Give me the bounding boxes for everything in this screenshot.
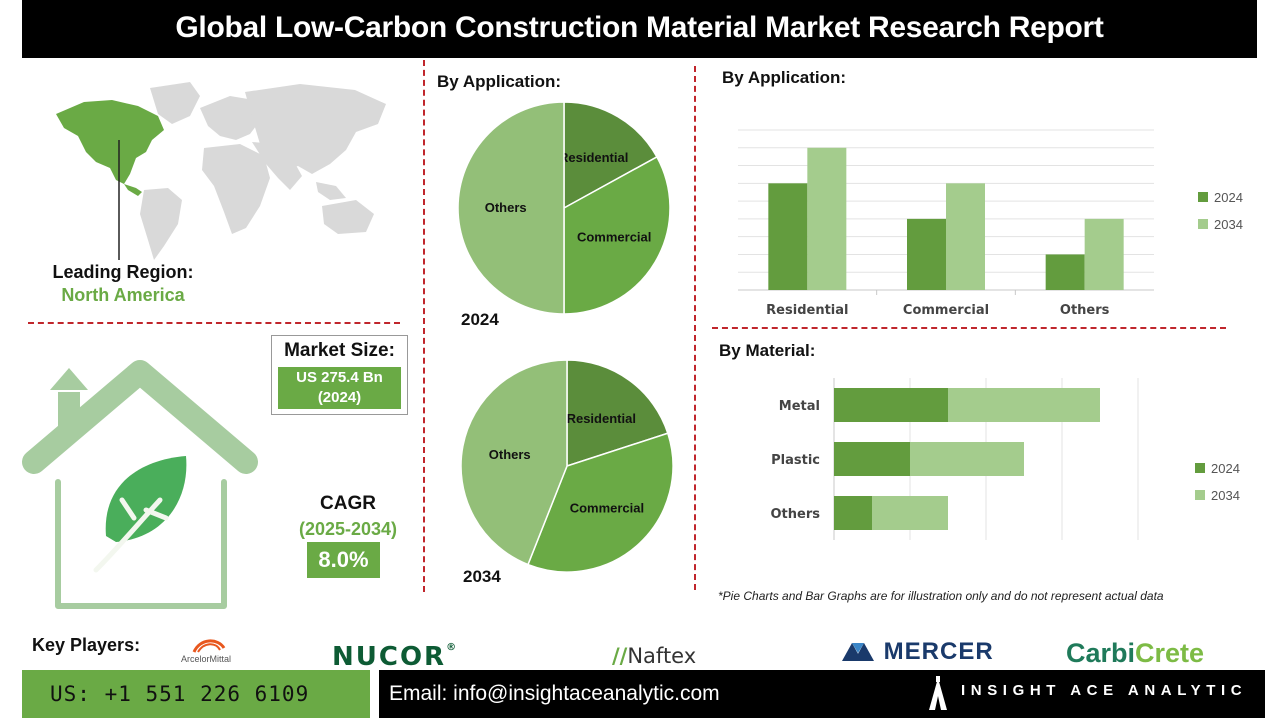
bar-chart-application: Residential Commercial Others 2024 2034	[738, 129, 1243, 318]
legend-label-2024: 2024	[1211, 461, 1240, 476]
bar-metal-2024	[834, 388, 948, 422]
arcelormittal-logo: ArcelorMittal	[170, 634, 242, 666]
pie-slice-others	[460, 359, 568, 566]
key-players-label: Key Players:	[32, 635, 141, 655]
bar-commercial-2024	[907, 218, 946, 290]
cagr-value: 8.0%	[307, 542, 380, 578]
bar-others-2034	[872, 496, 948, 530]
bar-residential-2034	[807, 147, 847, 290]
brand-name: INSIGHT ACE ANALYTIC	[961, 682, 1248, 699]
pie-slice-commercial	[527, 432, 674, 573]
legend-swatch-2024	[1195, 463, 1205, 473]
bar-others-2024	[834, 496, 872, 530]
bar-application-title: By Application:	[722, 68, 847, 87]
bar-residential-2024	[768, 183, 808, 290]
disclaimer-note: *Pie Charts and Bar Graphs are for illus…	[718, 589, 1164, 603]
y-tick-label: Metal	[779, 399, 820, 414]
pie-label-residential: Residential	[567, 411, 636, 426]
legend-label-2024: 2024	[1214, 190, 1243, 205]
nucor-text: NUCOR	[332, 642, 447, 672]
legend-swatch-2034	[1198, 219, 1208, 229]
bar-others-2034	[1084, 218, 1124, 290]
market-size-year: (2024)	[317, 389, 362, 406]
y-tick-label: Others	[771, 507, 821, 522]
pie-label-residential: Residential	[559, 150, 628, 165]
naftex-logo: //Naftex	[612, 644, 696, 668]
carbicrete-text-carbi: Carbi	[1066, 638, 1136, 668]
bar-material-title: By Material:	[719, 341, 816, 360]
leaf-icon	[105, 456, 187, 542]
carbicrete-logo: CarbiCrete	[1066, 638, 1204, 669]
naftex-slash-icon: //	[612, 644, 628, 668]
legend-swatch-2034	[1195, 490, 1205, 500]
carbicrete-text-crete: Crete	[1135, 638, 1205, 668]
market-size-value: US 275.4 Bn (2024)	[278, 367, 401, 409]
arcelormittal-mark-icon	[192, 639, 226, 653]
nucor-registered-mark: ®	[446, 642, 457, 653]
pie-section-title: By Application:	[437, 72, 562, 91]
pie-label-others: Others	[485, 200, 527, 215]
pie-label-commercial: Commercial	[570, 500, 644, 515]
mercer-mark-icon	[842, 643, 874, 661]
market-size-card: Market Size: US 275.4 Bn (2024)	[271, 335, 408, 415]
market-size-amount: US 275.4 Bn	[296, 369, 383, 386]
x-tick-label: Residential	[766, 303, 848, 318]
report-title: Global Low-Carbon Construction Material …	[22, 0, 1257, 58]
pie-chart-2034: Residential Commercial Others	[460, 359, 674, 573]
legend-label-2034: 2034	[1214, 217, 1243, 232]
bar-plastic-2034	[910, 442, 1024, 476]
pie-label-commercial: Commercial	[577, 230, 651, 245]
contact-email[interactable]: Email: info@insightaceanalytic.com	[379, 670, 919, 718]
leading-region-value: North America	[61, 285, 185, 305]
bar-others-2024	[1045, 254, 1085, 290]
divider-horizontal-right	[712, 327, 1226, 329]
world-map	[56, 82, 386, 260]
bar-metal-2034	[948, 388, 1100, 422]
divider-vertical-right	[694, 66, 696, 590]
pie-slice-residential	[563, 101, 658, 210]
legend-swatch-2024	[1198, 192, 1208, 202]
market-size-label: Market Size:	[284, 340, 395, 361]
pie-slice-residential	[566, 359, 669, 468]
leading-region-label: Leading Region:	[52, 262, 194, 282]
pie-label-others: Others	[489, 447, 531, 462]
pie-chart-2024: Residential Commercial Others	[457, 101, 671, 315]
eco-house-icon	[22, 360, 258, 609]
nucor-logo: NUCOR®	[332, 642, 456, 672]
north-america-shape	[56, 100, 164, 184]
divider-horizontal-left	[28, 322, 400, 324]
divider-vertical-left	[423, 60, 425, 592]
contact-phone[interactable]: US: +1 551 226 6109	[22, 670, 370, 718]
brand-banner: INSIGHT ACE ANALYTIC	[919, 670, 1265, 718]
cagr-label: CAGR	[320, 493, 376, 514]
x-tick-label: Commercial	[903, 303, 989, 318]
bar-commercial-2034	[946, 183, 985, 290]
mercer-logo: MERCER	[842, 638, 994, 666]
pie-year-2034: 2034	[463, 567, 501, 586]
cagr-period: (2025-2034)	[298, 519, 398, 539]
bar-chart-material: Metal Plastic Others 2024 2034	[771, 378, 1240, 540]
pie-year-2024: 2024	[461, 310, 499, 329]
insightace-logo-icon	[929, 676, 947, 710]
arcelormittal-text: ArcelorMittal	[180, 654, 231, 664]
pie-slice-commercial	[563, 155, 671, 315]
pie-slice-others	[457, 101, 565, 315]
y-tick-label: Plastic	[771, 453, 820, 468]
x-tick-label: Others	[1060, 303, 1110, 318]
naftex-text: Naftex	[627, 644, 697, 668]
mercer-text: MERCER	[883, 638, 994, 665]
bar-plastic-2024	[834, 442, 910, 476]
legend-label-2034: 2034	[1211, 488, 1240, 503]
